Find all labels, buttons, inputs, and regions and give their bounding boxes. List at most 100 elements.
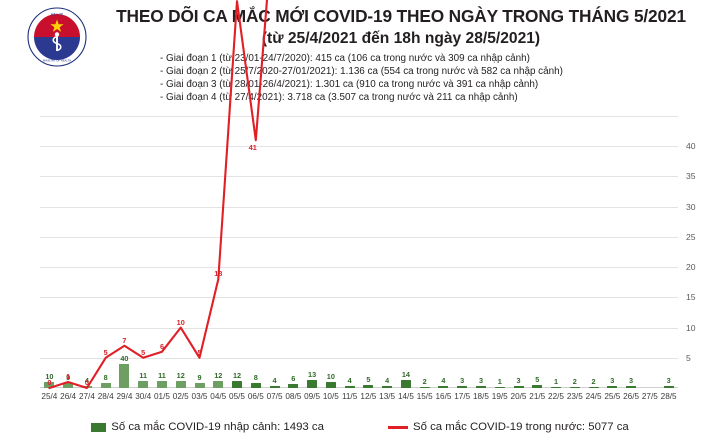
- bar-value-label: 3: [629, 376, 634, 386]
- x-tick-label: 17/5: [454, 392, 471, 401]
- x-tick-label: 18/5: [473, 392, 489, 401]
- legend-bar-swatch-icon: [91, 422, 107, 432]
- line-value-label: 0: [47, 378, 52, 387]
- title-line-1: THEO DÕI CA MẮC MỚI COVID-19 THEO NGÀY T…: [116, 6, 686, 26]
- bar-value-label: 1: [497, 377, 502, 387]
- bar: [494, 386, 505, 388]
- x-tick-label: 25/5: [604, 392, 621, 401]
- line-value-label: 7: [122, 335, 127, 345]
- bar-value-label: 14: [401, 369, 410, 379]
- legend-item-imported: Số ca mắc COVID-19 nhập cảnh: 1493 ca: [91, 421, 324, 433]
- x-tick-label: 27/4: [78, 392, 95, 401]
- x-tick-label: 16/5: [435, 392, 452, 401]
- x-tick-label: 07/5: [266, 392, 283, 401]
- x-tick-label: 20/5: [510, 392, 527, 401]
- bar-value-label: 3: [478, 376, 483, 386]
- line-value-label: 10: [176, 317, 185, 327]
- chart-header: BỘ Y TẾ MINISTRY OF HEALTH THEO DÕI CA M…: [0, 0, 720, 108]
- bar-value-label: 40: [120, 353, 129, 363]
- y-tick-right: 30: [686, 201, 696, 212]
- bar: [457, 386, 468, 388]
- bar: [194, 382, 205, 388]
- y-tick-right: 25: [686, 231, 696, 242]
- x-tick-label: 04/5: [210, 392, 227, 401]
- bar-value-label: 6: [291, 374, 296, 384]
- bar: [569, 386, 580, 388]
- bar: [363, 384, 374, 388]
- svg-text:MINISTRY OF HEALTH: MINISTRY OF HEALTH: [43, 59, 71, 63]
- x-tick-label: 15/5: [416, 392, 433, 401]
- legend-line-swatch-icon: [387, 425, 408, 429]
- bar: [44, 381, 55, 388]
- bar: [138, 381, 149, 388]
- bar-value-label: 3: [460, 376, 465, 386]
- bar: [607, 386, 618, 388]
- y-tick-right: 15: [686, 292, 696, 303]
- x-tick-label: 13/5: [379, 392, 396, 401]
- bar-value-label: 9: [66, 372, 71, 382]
- y-tick-right: 10: [686, 322, 696, 333]
- bar-value-label: 3: [666, 376, 671, 386]
- x-axis-labels: 25/4 26/4 27/4 28/4 29/4 30/4 01/5 02/5 03/5 04/5…: [40, 392, 678, 408]
- bar-value-label: 12: [176, 370, 185, 380]
- bar-value-label: 5: [366, 374, 371, 384]
- gridline: [40, 176, 678, 178]
- bar: [588, 386, 599, 388]
- x-tick-label: 02/5: [172, 392, 189, 401]
- x-tick-label: 14/5: [397, 392, 414, 401]
- y-tick-right: 35: [686, 171, 696, 182]
- bar-value-label: 1: [553, 377, 559, 387]
- bar: [307, 380, 318, 388]
- bar-value-label: 12: [232, 370, 242, 380]
- svg-text:BỘ Y TẾ: BỘ Y TẾ: [51, 12, 63, 17]
- bar: [269, 385, 280, 388]
- bar-value-label: 4: [441, 375, 446, 385]
- line-value-label: 18: [214, 269, 223, 279]
- x-tick-label: 05/5: [229, 392, 245, 401]
- bar: [513, 386, 524, 388]
- y-tick-right: 5: [686, 352, 691, 363]
- bar-value-label: 12: [214, 370, 223, 380]
- line-value-label: 5: [197, 347, 202, 357]
- phase-line-3: - Giai đoạn 3 (từ 28/01-26/4/2021): 1.30…: [160, 79, 539, 91]
- x-tick-label: 11/5: [341, 392, 358, 401]
- bar: [100, 383, 111, 388]
- bar: [325, 381, 336, 388]
- bar-value-label: 13: [308, 370, 317, 380]
- gridline: [40, 116, 678, 117]
- x-tick-label: 22/5: [548, 392, 564, 401]
- page-title: THEO DÕI CA MẮC MỚI COVID-19 THEO NGÀY T…: [96, 5, 706, 50]
- gridline: [40, 146, 678, 148]
- bar-value-label: 11: [158, 371, 166, 381]
- x-tick-label: 09/5: [304, 392, 321, 401]
- x-tick-label: 01/5: [154, 392, 170, 401]
- bar: [551, 386, 562, 388]
- bar: [663, 386, 674, 388]
- legend-bar-label: Số ca mắc COVID-19 nhập cảnh: 1493 ca: [111, 421, 324, 433]
- bar-value-label: 10: [326, 371, 335, 381]
- bar: [382, 385, 393, 388]
- x-tick-label: 27/5: [641, 392, 658, 401]
- bar: [156, 381, 167, 388]
- title-line-2: (từ 25/4/2021 đến 18h ngày 28/5/2021): [261, 30, 541, 47]
- line-series-domestic-cases: [48, 0, 269, 390]
- bar-value-label: 2: [422, 376, 427, 386]
- x-tick-label: 26/4: [60, 392, 77, 401]
- x-tick-label: 19/5: [491, 392, 508, 401]
- legend-line-label: Số ca mắc COVID-19 trong nước: 5077 ca: [412, 421, 629, 433]
- bar-value-label: 3: [610, 376, 615, 386]
- gridline: [40, 267, 678, 269]
- line-value-label: 1: [66, 371, 71, 381]
- bar: [475, 386, 486, 388]
- bar: [250, 383, 261, 388]
- phase-line-4: - Giai đoạn 4 (từ 27/4/2021): 3.718 ca (…: [160, 92, 518, 104]
- gridline: [40, 327, 678, 329]
- x-tick-label: 12/5: [360, 392, 377, 401]
- ministry-of-health-logo-icon: BỘ Y TẾ MINISTRY OF HEALTH: [26, 6, 88, 68]
- bar: [63, 382, 74, 388]
- gridline: [40, 297, 678, 299]
- gridline: [40, 357, 678, 359]
- line-value-label: 41: [248, 143, 257, 153]
- x-tick-label: 10/5: [322, 392, 339, 401]
- x-tick-label: 30/4: [135, 392, 152, 401]
